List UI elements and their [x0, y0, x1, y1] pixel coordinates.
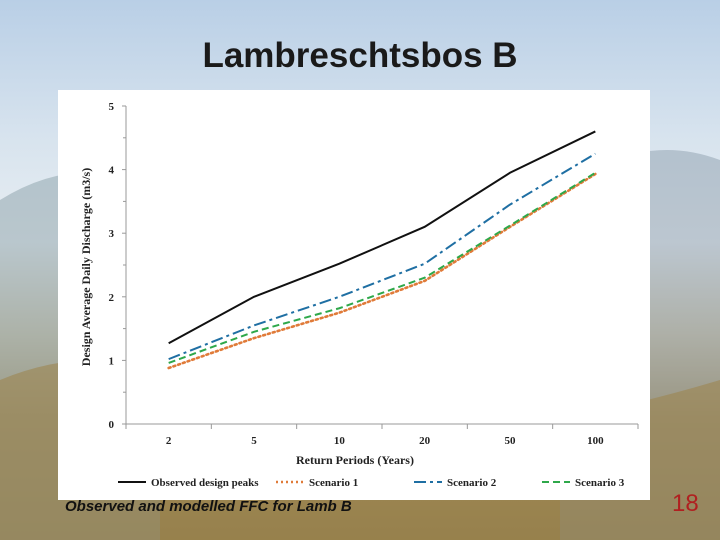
x-tick-label: 2 [166, 435, 172, 447]
chart-series [167, 130, 597, 370]
line-chart: 0 1 2 3 4 5 2 5 10 20 50 100 Return Periods (Years)… [79, 101, 639, 489]
legend-label-4: Scenario 3 [575, 477, 625, 489]
y-tick-label: 4 [109, 165, 115, 177]
y-tick-label: 5 [109, 101, 115, 113]
y-tick-label: 0 [109, 419, 115, 431]
y-axis-label: Design Average Daily Discharge (m3/s) [79, 168, 93, 366]
chart-axes: 0 1 2 3 4 5 2 5 10 20 50 100 [109, 101, 639, 447]
series-line-4 [168, 171, 596, 364]
y-tick-label: 2 [109, 292, 115, 304]
x-tick-label: 20 [419, 435, 431, 447]
chart-legend: Observed design peaks Scenario 1 Scenario … [118, 477, 625, 489]
x-tick-label: 50 [505, 435, 517, 447]
y-tick-label: 1 [109, 355, 115, 367]
series-line-3 [168, 152, 596, 361]
x-tick-label: 5 [251, 435, 257, 447]
legend-label-1: Observed design peaks [151, 477, 259, 489]
legend-label-2: Scenario 1 [309, 477, 358, 489]
slide-caption: Observed and modelled FFC for Lamb B [65, 498, 352, 515]
series-line-1 [168, 130, 596, 345]
page-number: 18 [672, 490, 699, 517]
slide-title: Lambreschtsbos B [202, 36, 518, 75]
chart-panel: 0 1 2 3 4 5 2 5 10 20 50 100 Return Periods (Years)… [58, 90, 650, 500]
series-line-2 [167, 172, 597, 370]
y-tick-label: 3 [109, 228, 115, 240]
x-tick-label: 100 [587, 435, 604, 447]
x-axis-label: Return Periods (Years) [296, 453, 414, 467]
legend-label-3: Scenario 2 [447, 477, 497, 489]
x-tick-label: 10 [334, 435, 346, 447]
